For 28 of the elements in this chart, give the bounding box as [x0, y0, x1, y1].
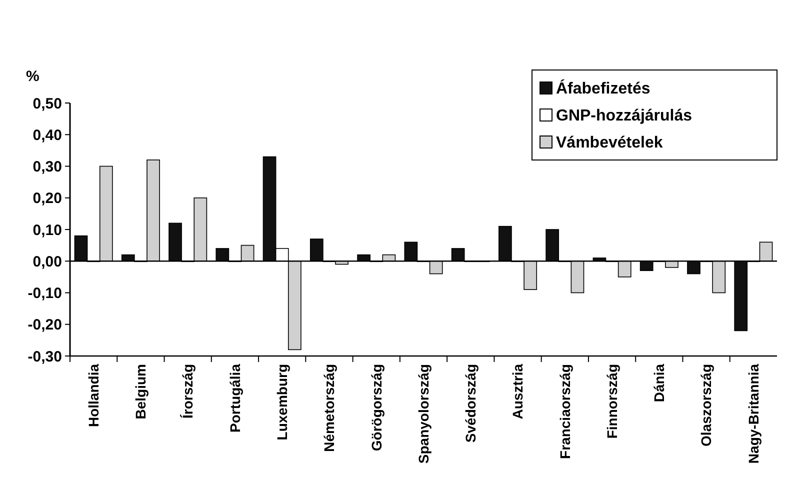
x-tick-label: Ausztria [510, 364, 526, 420]
y-tick-label: -0,20 [28, 316, 62, 334]
x-tick-label: Dánia [651, 364, 668, 402]
x-tick-label: Írország [180, 364, 196, 418]
y-tick-label: 0,00 [32, 253, 62, 270]
y-tick-label: 0,50 [32, 95, 62, 112]
x-tick-label: Luxemburg [274, 364, 290, 440]
x-tick-label: Görögország [368, 364, 384, 452]
y-axis-title: % [26, 68, 40, 85]
x-tick-label: Belgium [132, 364, 149, 420]
x-tick-label: Hollandia [85, 364, 102, 428]
x-tick-label: Svédország [462, 364, 479, 443]
y-tick-label: -0,30 [28, 348, 62, 366]
y-tick-label: 0,20 [32, 190, 62, 208]
x-tick-label: Franciaország [556, 364, 573, 459]
legend-label: GNP-hozzájárulás [556, 108, 692, 125]
x-tick-label: Németország [321, 364, 338, 452]
x-tick-label: Finnország [604, 364, 620, 439]
x-tick-label: Olaszország [698, 364, 714, 446]
x-tick-label: Spanyolország [415, 364, 432, 464]
y-tick-label: 0,40 [32, 126, 62, 144]
y-tick-label: -0,10 [28, 285, 62, 302]
legend-label: Áfabefizetés [556, 78, 650, 98]
x-tick-label: Portugália [226, 364, 243, 432]
y-tick-label: 0,10 [32, 222, 62, 239]
legend-label: Vámbevételek [556, 134, 663, 152]
x-tick-label: Nagy-Britannia [745, 364, 762, 464]
y-tick-label: 0,30 [32, 158, 62, 176]
